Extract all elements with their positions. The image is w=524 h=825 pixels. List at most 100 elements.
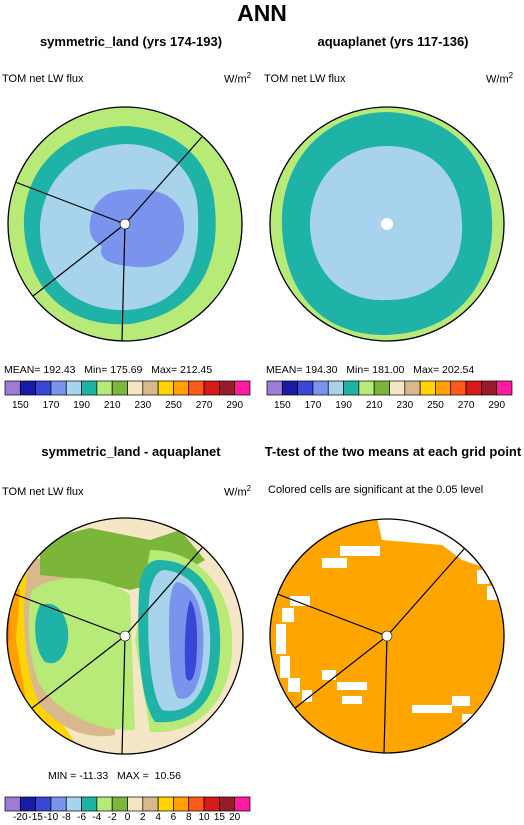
colorbar-swatch — [203, 796, 220, 812]
colorbar-swatch — [50, 380, 67, 396]
colorbar-tick-label: 6 — [170, 812, 177, 823]
colorbar-swatch — [19, 380, 36, 396]
colorbar-swatch — [343, 380, 360, 396]
colorbar-swatch — [450, 380, 467, 396]
panel-2-variable: TOM net LW flux — [264, 73, 346, 85]
colorbar-swatch — [312, 380, 329, 396]
colorbar-swatch — [4, 380, 21, 396]
colorbar-swatch — [142, 796, 159, 812]
colorbar-tick-label: 270 — [195, 400, 213, 411]
colorbar-swatch — [111, 796, 128, 812]
colorbar-swatch — [358, 380, 375, 396]
panel-4-title: T-test of the two means at each grid poi… — [264, 444, 522, 459]
panel-3-units: W/m2 — [224, 484, 252, 499]
colorbar-tick-label: 170 — [304, 400, 322, 411]
panel-1-units: W/m2 — [224, 71, 252, 86]
colorbar-swatch — [266, 380, 283, 396]
colorbar-tick-label: -8 — [61, 812, 71, 823]
panel-2-colorbar-labels: 150 170 190 210 230 250 270 290 — [267, 400, 512, 412]
colorbar-tick-label: 270 — [457, 400, 475, 411]
colorbar-swatch — [96, 380, 113, 396]
colorbar-swatch — [234, 796, 251, 812]
colorbar-tick-label: -2 — [107, 812, 117, 823]
colorbar-tick-label: 15 — [213, 812, 225, 823]
colorbar-tick-label: 0 — [124, 812, 131, 823]
colorbar-tick-label: -20 — [13, 812, 28, 823]
colorbar-swatch — [435, 380, 452, 396]
colorbar-swatch — [188, 380, 205, 396]
colorbar-tick-label: 4 — [155, 812, 161, 823]
colorbar-swatch — [81, 380, 98, 396]
colorbar-tick-label: -15 — [28, 812, 43, 823]
panel-3-stats: MIN = -11.33 MAX = 10.56 — [48, 770, 181, 782]
colorbar-tick-label: 190 — [335, 400, 352, 411]
colorbar-swatch — [35, 796, 52, 812]
colorbar-tick-label: 230 — [134, 400, 152, 411]
colorbar-tick-label: -6 — [77, 812, 87, 823]
colorbar-swatch — [65, 380, 82, 396]
panel-2-map — [269, 106, 505, 342]
p3-fill-teal-west — [35, 603, 69, 664]
colorbar-swatch — [419, 380, 436, 396]
panel-3-colorbar — [4, 796, 251, 812]
colorbar-swatch — [465, 380, 482, 396]
colorbar-tick-label: -10 — [43, 812, 59, 823]
colorbar-tick-label: 210 — [365, 400, 383, 411]
colorbar-tick-label: 290 — [488, 400, 506, 411]
p1-fill-180 — [89, 189, 185, 268]
panel-3-map — [6, 517, 244, 755]
panel-2-units: W/m2 — [486, 71, 514, 86]
panel-1-colorbar-labels: 150 170 190 210 230 250 270 290 — [5, 400, 250, 412]
colorbar-tick-label: 8 — [185, 812, 192, 823]
colorbar-swatch — [373, 380, 390, 396]
colorbar-swatch — [481, 380, 498, 396]
colorbar-tick-label: 170 — [42, 400, 60, 411]
panel-1-colorbar — [4, 380, 251, 396]
colorbar-tick-label: 150 — [273, 400, 291, 411]
figure-title: ANN — [237, 0, 287, 26]
colorbar-tick-label: 250 — [165, 400, 182, 411]
panel-3-title: symmetric_land - aquaplanet — [41, 444, 221, 459]
p3-fill-orange — [7, 570, 26, 710]
colorbar-swatch — [127, 796, 144, 812]
colorbar-swatch — [496, 380, 513, 396]
colorbar-swatch — [157, 796, 174, 812]
colorbar-swatch — [96, 796, 113, 812]
colorbar-swatch — [142, 380, 159, 396]
colorbar-swatch — [327, 380, 344, 396]
colorbar-swatch — [19, 796, 36, 812]
panel-2-stats: MEAN= 194.30 Min= 181.00 Max= 202.54 — [266, 364, 475, 376]
panel-2-colorbar — [266, 380, 513, 396]
panel-3-variable: TOM net LW flux — [2, 486, 84, 498]
colorbar-tick-label: 210 — [103, 400, 121, 411]
colorbar-swatch — [173, 380, 190, 396]
colorbar-tick-label: 190 — [73, 400, 90, 411]
colorbar-swatch — [219, 380, 236, 396]
colorbar-tick-label: -4 — [92, 812, 102, 823]
colorbar-swatch — [219, 796, 236, 812]
panel-1-stats: MEAN= 192.43 Min= 175.69 Max= 212.45 — [4, 364, 213, 376]
colorbar-swatch — [281, 380, 298, 396]
colorbar-swatch — [297, 380, 314, 396]
colorbar-swatch — [50, 796, 67, 812]
colorbar-swatch — [203, 380, 220, 396]
colorbar-swatch — [65, 796, 82, 812]
colorbar-tick-label: 20 — [229, 812, 241, 823]
colorbar-tick-label: 250 — [427, 400, 444, 411]
colorbar-swatch — [157, 380, 174, 396]
colorbar-swatch — [389, 380, 406, 396]
colorbar-swatch — [35, 380, 52, 396]
colorbar-swatch — [188, 796, 205, 812]
panel-2-title: aquaplanet (yrs 117-136) — [317, 34, 469, 49]
colorbar-swatch — [81, 796, 98, 812]
p3-fill-darkblue-east — [184, 600, 198, 681]
colorbar-swatch — [404, 380, 421, 396]
panel-4-map — [269, 518, 505, 754]
colorbar-tick-label: 10 — [198, 812, 210, 823]
colorbar-tick-label: 150 — [11, 400, 29, 411]
panel-1-map — [7, 106, 243, 342]
panel-1-variable: TOM net LW flux — [2, 73, 84, 85]
panel-4-note: Colored cells are significant at the 0.0… — [268, 484, 484, 496]
colorbar-swatch — [127, 380, 144, 396]
colorbar-swatch — [4, 796, 21, 812]
